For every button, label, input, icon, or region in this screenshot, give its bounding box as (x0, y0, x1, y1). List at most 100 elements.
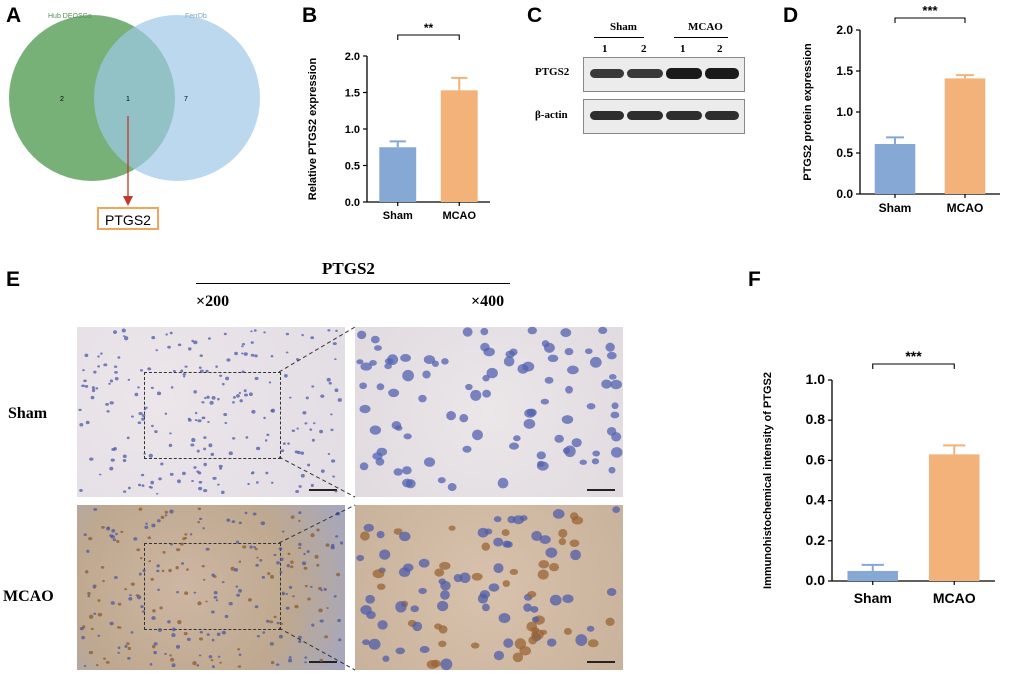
cell-nucleus (121, 328, 126, 333)
ihc-zoom-region (144, 543, 281, 630)
cell-nucleus (122, 458, 127, 463)
cell-nucleus (101, 526, 105, 529)
cell-nucleus (330, 459, 336, 463)
venn-right-circle (94, 15, 260, 181)
cell-nucleus (285, 332, 290, 336)
cell-nucleus (418, 587, 427, 595)
cell-nucleus (167, 620, 171, 624)
cell-nucleus (334, 388, 339, 393)
cell-nucleus (338, 638, 342, 642)
cell-nucleus (592, 450, 601, 457)
cell-nucleus (505, 350, 515, 359)
y-tick-label: 1.0 (345, 124, 360, 136)
cell-nucleus (191, 437, 196, 443)
cell-nucleus (310, 483, 314, 488)
cell-nucleus (164, 652, 167, 655)
cell-nucleus (545, 547, 558, 558)
cell-nucleus (376, 583, 386, 590)
cell-nucleus (360, 531, 370, 541)
cell-nucleus (402, 563, 414, 572)
cell-nucleus (362, 639, 370, 646)
cell-nucleus (87, 594, 91, 598)
cell-nucleus (97, 365, 101, 368)
panel-label-d: D (783, 4, 799, 27)
cell-nucleus (90, 627, 94, 631)
cell-nucleus (231, 437, 236, 440)
venn-arrow-head (123, 196, 133, 206)
blot-strip-ptgs2 (583, 57, 745, 92)
blot-group-sham-line (594, 37, 644, 38)
cell-nucleus (177, 479, 181, 484)
cell-nucleus (253, 546, 256, 549)
cell-nucleus (356, 359, 364, 365)
cell-nucleus (184, 536, 188, 540)
blot-lane-2: 2 (641, 43, 647, 55)
cell-nucleus (304, 656, 308, 659)
cell-nucleus (138, 483, 142, 487)
cell-nucleus (298, 511, 302, 515)
cell-nucleus (198, 480, 203, 484)
cell-nucleus (97, 355, 100, 358)
cell-nucleus (106, 526, 110, 530)
cell-nucleus (498, 612, 511, 624)
cell-nucleus (527, 591, 537, 598)
cell-nucleus (395, 601, 407, 613)
cell-nucleus (318, 608, 323, 613)
scale-bar (587, 661, 615, 663)
cell-nucleus (276, 561, 280, 565)
cell-nucleus (537, 569, 549, 580)
cell-nucleus (368, 638, 381, 650)
cell-nucleus (201, 416, 206, 420)
significance-bracket (397, 34, 460, 40)
cell-nucleus (215, 365, 218, 368)
cell-nucleus (109, 621, 114, 626)
cell-nucleus (181, 471, 186, 476)
y-tick-label: 1.0 (806, 371, 826, 387)
cell-nucleus (147, 367, 152, 371)
cell-nucleus (561, 415, 574, 424)
cell-nucleus (493, 650, 505, 661)
cell-nucleus (157, 588, 160, 591)
cell-nucleus (586, 403, 596, 410)
cell-nucleus (562, 447, 571, 454)
cell-nucleus (213, 595, 218, 599)
cell-nucleus (81, 384, 85, 388)
blot-band (590, 69, 624, 78)
cell-nucleus (281, 592, 285, 596)
cell-nucleus (156, 569, 160, 573)
cell-nucleus (235, 585, 239, 588)
cell-nucleus (160, 515, 165, 519)
cell-nucleus (288, 585, 293, 589)
cell-nucleus (241, 345, 244, 348)
cell-nucleus (319, 429, 324, 434)
cell-nucleus (334, 358, 337, 361)
cell-nucleus (285, 606, 290, 610)
cell-nucleus (165, 333, 168, 336)
cell-nucleus (255, 563, 259, 567)
cell-nucleus (440, 590, 450, 600)
cell-nucleus (503, 356, 515, 367)
cell-nucleus (327, 329, 331, 332)
cell-nucleus (519, 515, 528, 521)
cell-nucleus (471, 572, 483, 581)
cell-nucleus (84, 385, 89, 388)
cell-nucleus (298, 546, 302, 550)
cell-nucleus (155, 349, 159, 352)
panel-label-f: F (748, 268, 761, 291)
cell-nucleus (591, 458, 600, 465)
cell-nucleus (374, 345, 382, 351)
cell-nucleus (150, 480, 155, 485)
cell-nucleus (143, 408, 147, 411)
chart-f: 0.0 0.2 0.4 0.6 0.8 1.0 Sham MCAO *** Immunohisto… (762, 348, 995, 606)
cell-nucleus (136, 548, 141, 552)
cell-nucleus (196, 664, 200, 667)
cell-nucleus (207, 337, 211, 340)
cell-nucleus (169, 509, 174, 514)
cell-nucleus (196, 470, 200, 473)
cell-nucleus (139, 557, 143, 560)
y-axis-label: Relative PTGS2 expression (307, 57, 319, 200)
cell-nucleus (226, 518, 231, 522)
cell-nucleus (399, 531, 411, 542)
cell-nucleus (81, 635, 85, 640)
y-tick-label: 0.5 (836, 146, 853, 160)
